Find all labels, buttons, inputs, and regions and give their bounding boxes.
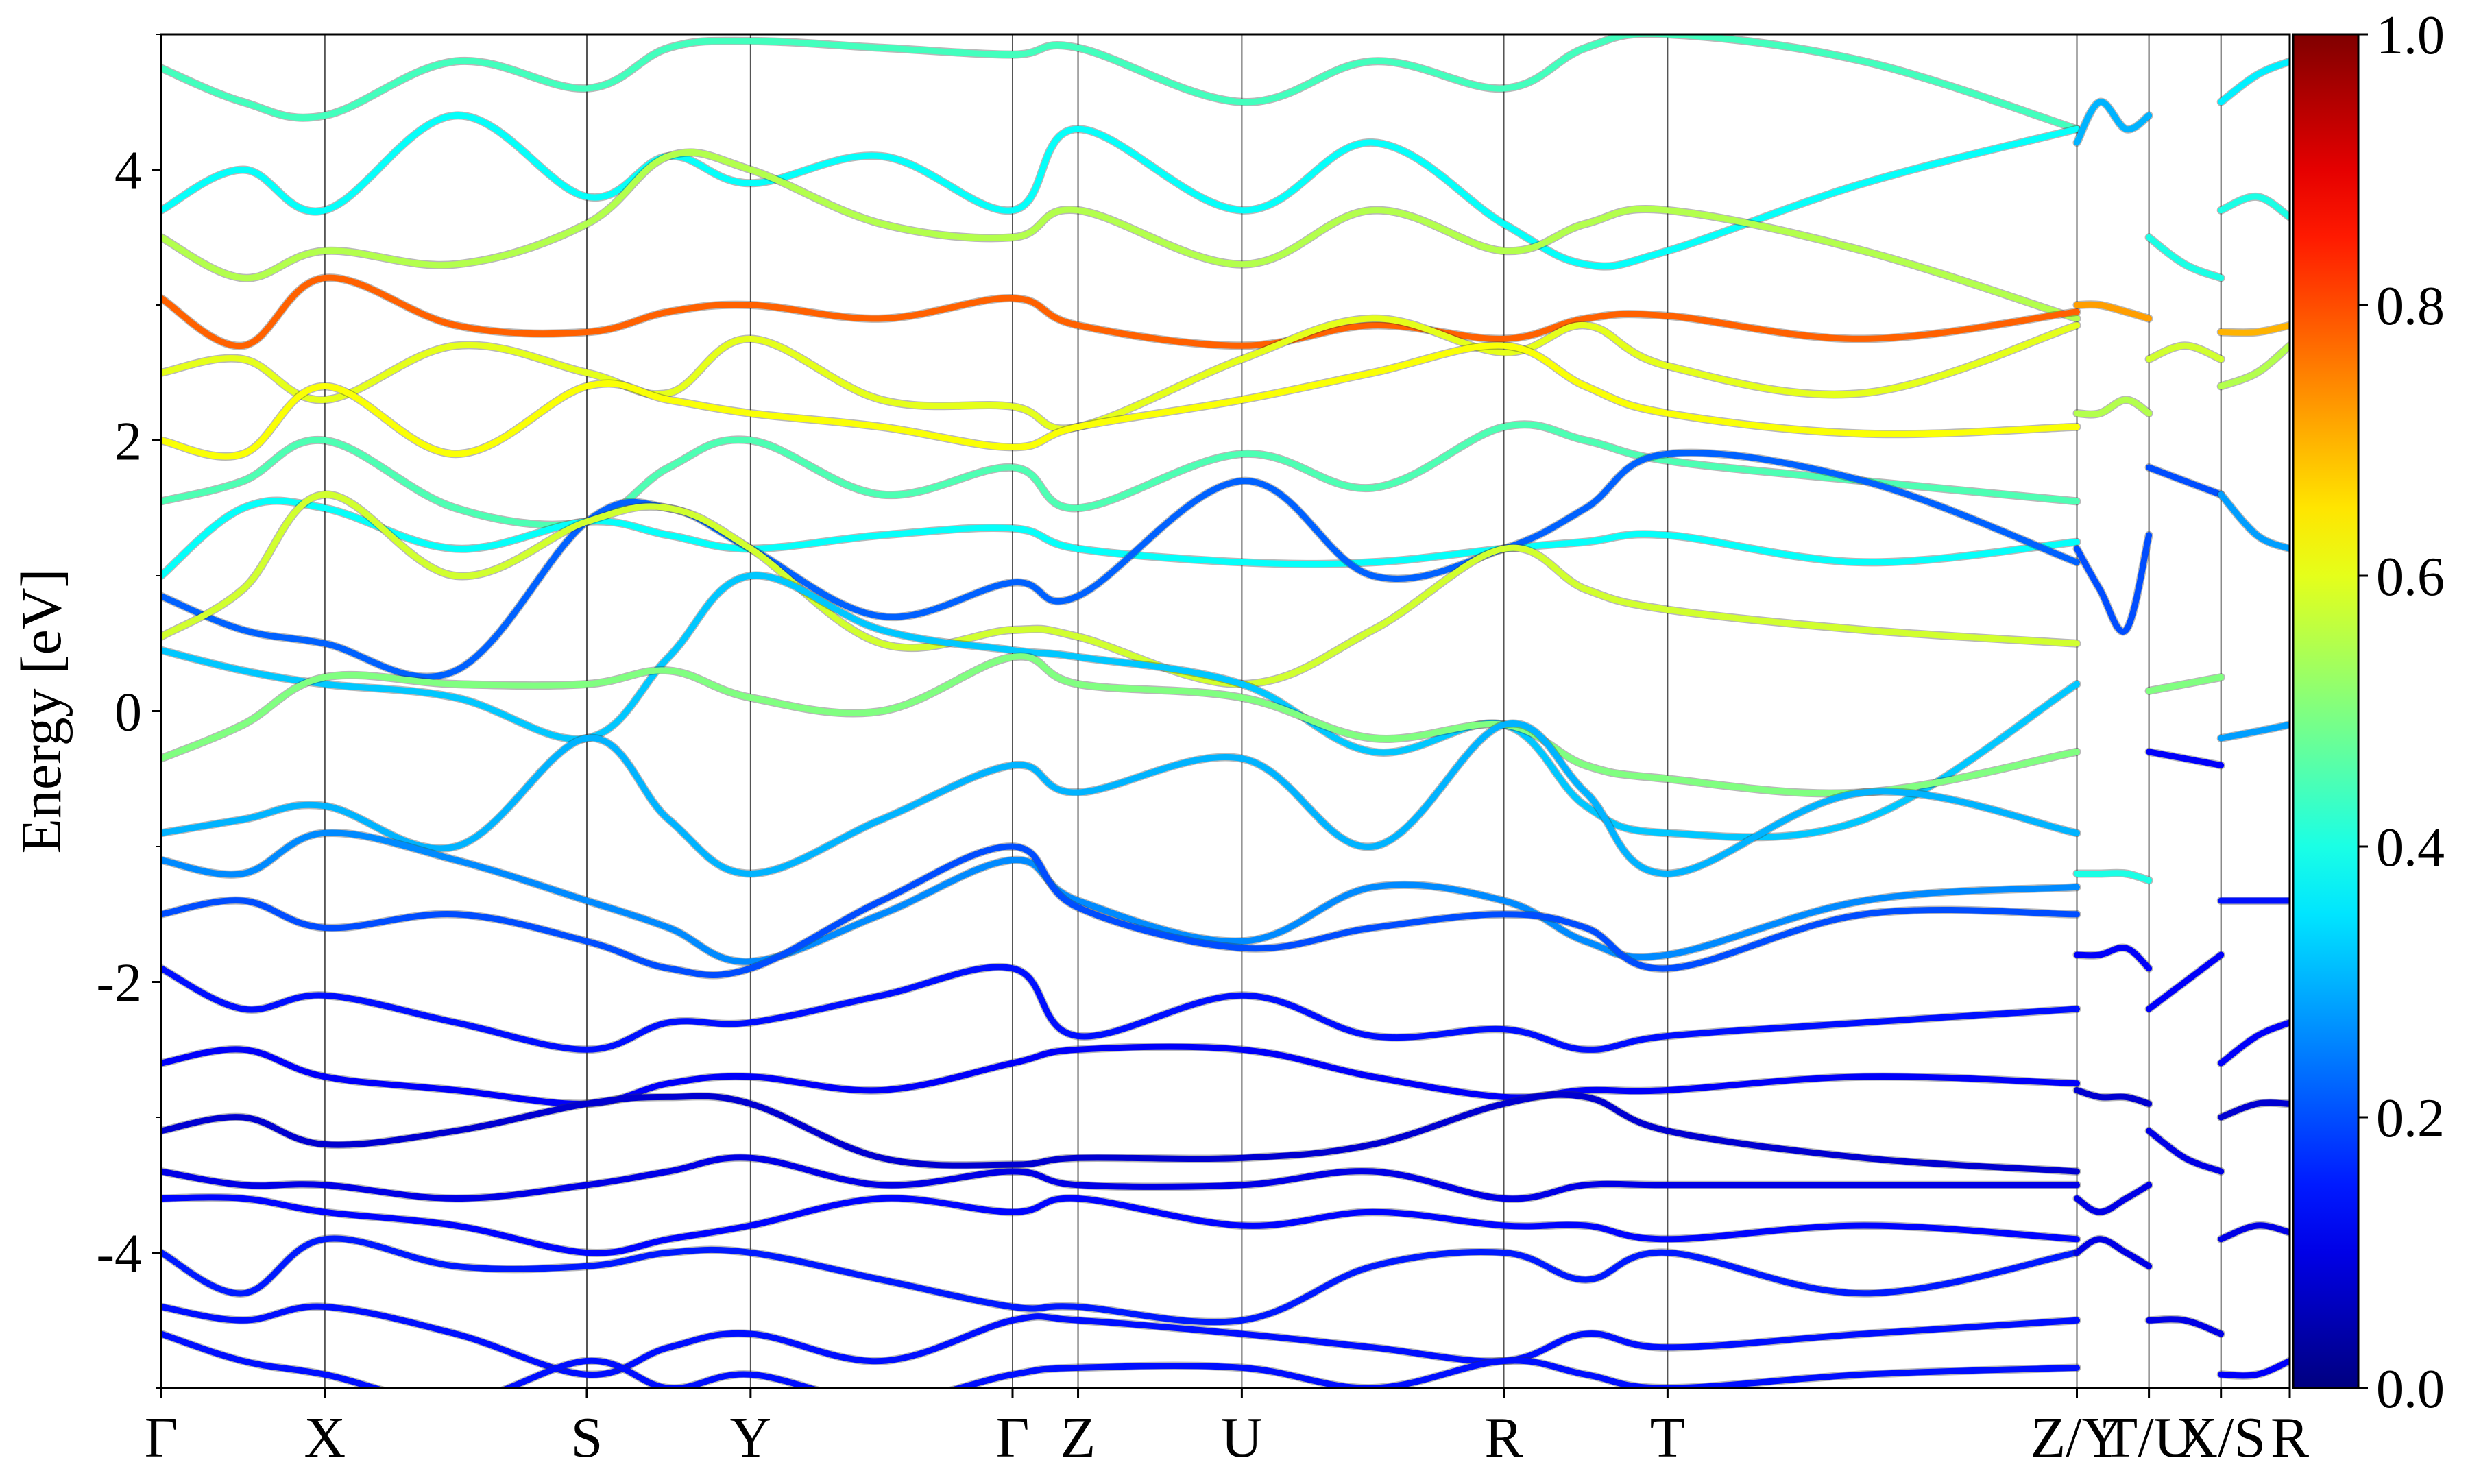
- y-tick-label-3: 2: [114, 412, 142, 472]
- colorbar-tick-label-0: 0.0: [2376, 1359, 2445, 1420]
- colorbar-tick-label-1: 0.2: [2376, 1088, 2445, 1149]
- band-line-48: [2218, 1099, 2290, 1121]
- band-line-42: [2218, 322, 2290, 336]
- kpoint-label-8: T: [1650, 1406, 1685, 1470]
- kpoint-label-0: Γ: [145, 1406, 178, 1470]
- band-line-16: [161, 1043, 2080, 1107]
- kpoint-divider-lines: [324, 34, 2222, 1388]
- band-line-7: [161, 497, 2080, 579]
- band-line-30: [2074, 1182, 2153, 1215]
- band-line-28: [2074, 944, 2153, 972]
- band-line-27: [2074, 870, 2153, 884]
- band-line-3: [161, 274, 2080, 349]
- band-line-13: [161, 829, 2080, 965]
- band-line-45: [2218, 721, 2290, 742]
- band-line-0: [161, 34, 2080, 132]
- band-line-40: [2218, 58, 2290, 106]
- y-tick-label-4: 4: [114, 141, 142, 202]
- band-line-43: [2218, 342, 2290, 389]
- band-line-23: [2074, 99, 2153, 146]
- kpoint-label-9: Z/Y: [2031, 1406, 2123, 1470]
- band-line-37: [2146, 951, 2225, 1012]
- band-line-26: [2074, 532, 2153, 635]
- band-line-5: [161, 342, 2080, 460]
- band-line-19: [161, 1194, 2080, 1256]
- band-line-35: [2146, 674, 2225, 694]
- band-line-17: [161, 1091, 2080, 1175]
- band-line-32: [2146, 234, 2225, 281]
- band-line-44: [2218, 491, 2290, 552]
- band-lines: [161, 34, 2290, 1388]
- band-line-33: [2146, 342, 2225, 363]
- y-axis-label: Energy [eV]: [10, 569, 73, 854]
- band-line-9: [161, 491, 2080, 688]
- band-line-1: [161, 112, 2080, 270]
- band-line-49: [2218, 1222, 2290, 1243]
- band-line-50: [2218, 1358, 2290, 1379]
- colorbar-tick-label-2: 0.4: [2376, 818, 2445, 878]
- band-line-15: [161, 964, 2080, 1053]
- kpoint-label-10: T/U: [2103, 1406, 2195, 1470]
- band-line-22: [161, 1330, 2080, 1388]
- colorbar-tick-label-5: 1.0: [2376, 5, 2445, 66]
- band-line-11: [161, 653, 2080, 796]
- y-tick-label-1: -2: [96, 953, 142, 1014]
- y-axis-ticks: -4 -2 0 2 4: [96, 34, 161, 1389]
- band-line-34: [2146, 464, 2225, 498]
- x-axis-kpoint-labels: Γ X S Y Γ Z U R T Z/YT/UX/S R: [145, 1388, 2309, 1470]
- band-line-38: [2146, 1128, 2225, 1175]
- colorbar-tick-label-4: 0.8: [2376, 276, 2445, 337]
- band-line-10: [161, 572, 2080, 840]
- y-tick-label-0: -4: [96, 1224, 142, 1285]
- band-line-2: [161, 149, 2080, 322]
- kpoint-label-12: R: [2271, 1406, 2309, 1470]
- y-tick-label-2: 0: [114, 683, 142, 743]
- band-line-31: [2074, 1236, 2153, 1269]
- band-line-21: [161, 1303, 2080, 1378]
- band-line-24: [2074, 301, 2153, 322]
- kpoint-label-5: Z: [1061, 1406, 1096, 1470]
- colorbar-tick-label-3: 0.6: [2376, 547, 2445, 607]
- band-line-39: [2146, 1316, 2225, 1337]
- band-line-41: [2218, 193, 2290, 221]
- colorbar: 0.0 0.2 0.4 0.6 0.8 1.0: [2292, 5, 2445, 1420]
- kpoint-label-4: Γ: [996, 1406, 1030, 1470]
- colorbar-frame: [2292, 33, 2360, 1389]
- band-line-6: [161, 421, 2080, 528]
- band-line-4: [161, 315, 2080, 432]
- kpoint-label-6: U: [1221, 1406, 1263, 1470]
- kpoint-label-7: R: [1485, 1406, 1523, 1470]
- kpoint-label-2: S: [571, 1406, 603, 1470]
- colorbar-gradient: [2293, 34, 2358, 1388]
- band-line-18: [161, 1154, 2080, 1202]
- band-line-29: [2074, 1087, 2153, 1107]
- band-line-12: [161, 720, 2080, 877]
- kpoint-label-3: Y: [730, 1406, 772, 1470]
- kpoint-label-1: X: [304, 1406, 346, 1470]
- band-line-20: [161, 1235, 2080, 1326]
- band-line-47: [2218, 1019, 2290, 1067]
- kpoint-label-11: X/S: [2176, 1406, 2266, 1470]
- band-line-25: [2074, 396, 2153, 418]
- band-line-8: [161, 450, 2080, 680]
- band-line-14: [161, 843, 2080, 978]
- band-line-36: [2146, 749, 2225, 768]
